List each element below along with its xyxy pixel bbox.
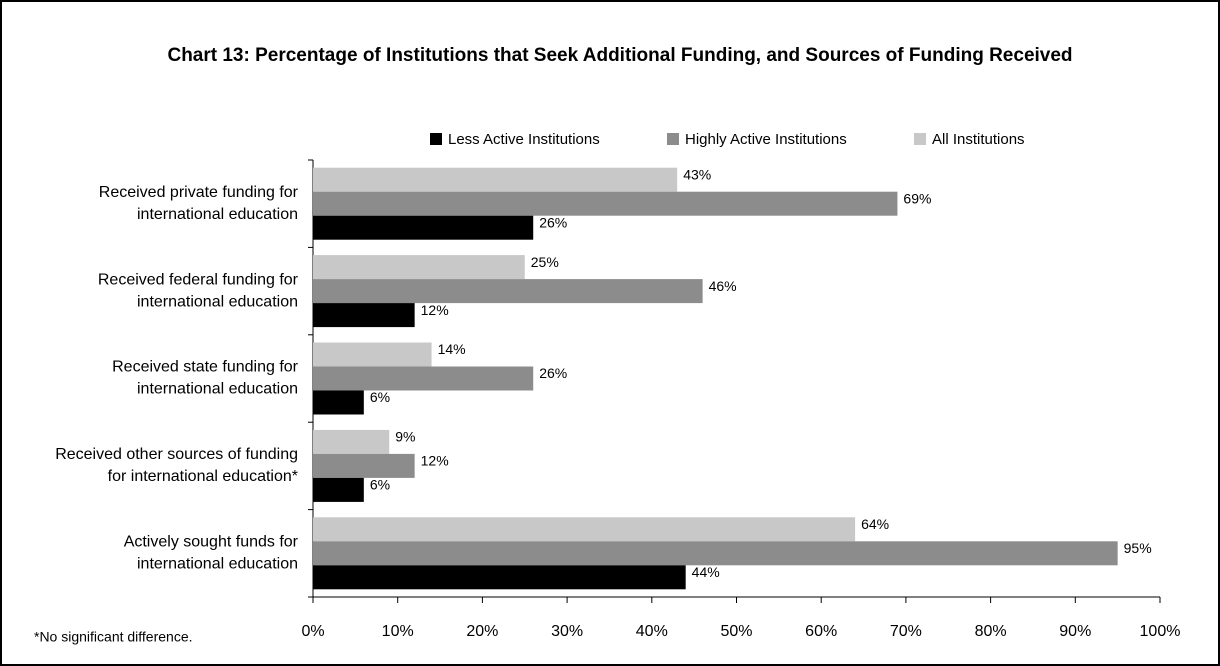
bar [313, 390, 364, 415]
x-tick-label: 40% [636, 623, 668, 640]
category-label: for international education* [108, 468, 298, 485]
value-label: 14% [438, 341, 466, 357]
x-tick-label: 80% [975, 623, 1007, 640]
bar [313, 279, 703, 304]
x-tick-label: 0% [301, 623, 324, 640]
category-label: Received state funding for [112, 359, 299, 376]
bar [313, 167, 678, 192]
value-label: 12% [421, 302, 449, 318]
footnote: *No significant difference. [34, 629, 193, 645]
value-label: 9% [395, 429, 415, 445]
value-label: 6% [370, 477, 390, 493]
value-label: 69% [903, 190, 931, 206]
x-tick-label: 70% [890, 623, 922, 640]
category-label: Received private funding for [99, 184, 299, 201]
category-label: Received other sources of funding [55, 446, 298, 463]
bar [313, 342, 432, 367]
legend-label: Less Active Institutions [448, 131, 600, 148]
value-label: 12% [421, 453, 449, 469]
bar [313, 477, 364, 502]
bar [313, 565, 686, 590]
bar [313, 429, 390, 454]
legend-swatch [430, 133, 442, 145]
legend-label: All Institutions [932, 131, 1025, 148]
bar [313, 517, 856, 542]
chart-title: Chart 13: Percentage of Institutions tha… [167, 45, 1072, 66]
x-tick-label: 10% [382, 623, 414, 640]
category-label: Received federal funding for [98, 271, 299, 288]
value-label: 44% [692, 564, 720, 580]
bar [313, 255, 525, 280]
bar [313, 215, 534, 240]
value-label: 95% [1124, 540, 1152, 556]
category-label: international education [137, 206, 298, 223]
category-label: international education [137, 556, 298, 573]
value-label: 26% [539, 365, 567, 381]
value-label: 25% [531, 254, 559, 270]
value-label: 46% [709, 278, 737, 294]
value-label: 64% [861, 516, 889, 532]
value-label: 6% [370, 389, 390, 405]
x-tick-label: 90% [1059, 623, 1091, 640]
x-tick-label: 30% [551, 623, 583, 640]
x-tick-label: 50% [720, 623, 752, 640]
legend-swatch [914, 133, 926, 145]
x-tick-label: 60% [805, 623, 837, 640]
x-tick-label: 20% [466, 623, 498, 640]
value-label: 26% [539, 214, 567, 230]
bar [313, 303, 415, 328]
bar [313, 191, 898, 216]
category-label: Actively sought funds for [124, 534, 299, 551]
bar [313, 541, 1118, 566]
bar [313, 453, 415, 478]
category-label: international education [137, 381, 298, 398]
x-tick-label: 100% [1140, 623, 1181, 640]
value-label: 43% [683, 166, 711, 182]
category-label: international education [137, 293, 298, 310]
bar [313, 366, 534, 391]
legend-swatch [667, 133, 679, 145]
legend-label: Highly Active Institutions [685, 131, 847, 148]
